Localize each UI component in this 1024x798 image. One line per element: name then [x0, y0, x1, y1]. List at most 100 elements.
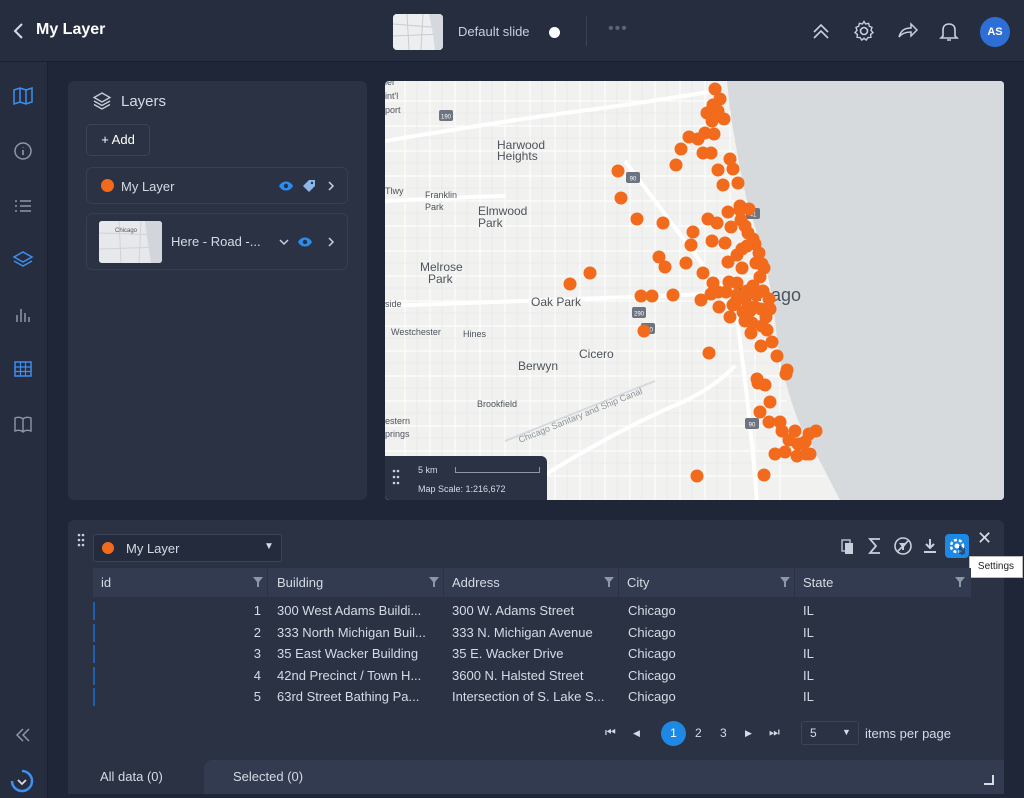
table-row[interactable]: 5 63rd Street Bathing Pa... Intersection o… [93, 686, 971, 708]
page-3-button[interactable]: 3 [720, 726, 727, 740]
column-header-id[interactable]: id [93, 568, 268, 597]
map-point[interactable] [760, 323, 774, 337]
map-point[interactable] [736, 305, 750, 319]
map-point[interactable] [744, 326, 758, 340]
map-point[interactable] [748, 300, 762, 314]
map-point[interactable] [775, 424, 789, 438]
bell-icon[interactable] [937, 19, 961, 43]
tab-all-data[interactable]: All data (0) [68, 760, 204, 794]
map-point[interactable] [726, 298, 740, 312]
map-point[interactable] [634, 289, 648, 303]
copy-icon[interactable] [835, 534, 859, 558]
eye-icon[interactable] [297, 234, 313, 250]
tab-selected[interactable]: Selected (0) [204, 760, 1004, 794]
more-options-icon[interactable]: ••• [608, 20, 628, 37]
map-point[interactable] [762, 415, 776, 429]
map-point[interactable] [757, 468, 771, 482]
previous-page-button[interactable]: ◀ [633, 728, 640, 738]
next-page-button[interactable]: ▶ [745, 728, 752, 738]
map-point[interactable] [669, 158, 683, 172]
map-point[interactable] [679, 256, 693, 270]
map-point[interactable] [768, 447, 782, 461]
map-point[interactable] [751, 376, 765, 390]
slide-thumbnail[interactable] [393, 14, 443, 50]
layer-select-dropdown[interactable]: My Layer ▼ [93, 534, 282, 562]
map-point[interactable] [803, 447, 817, 461]
map-point[interactable] [614, 191, 628, 205]
page-1-button[interactable]: 1 [661, 721, 686, 746]
map-point[interactable] [782, 433, 796, 447]
map-point[interactable] [733, 203, 747, 217]
layers-icon[interactable] [12, 249, 34, 271]
map-point[interactable] [723, 152, 737, 166]
map-point[interactable] [708, 82, 722, 96]
column-header-building[interactable]: Building [269, 568, 444, 597]
map-point[interactable] [691, 132, 705, 146]
first-page-button[interactable]: ⏮ [605, 725, 616, 739]
map-point[interactable] [666, 288, 680, 302]
map-point[interactable] [753, 270, 767, 284]
map-point[interactable] [696, 266, 710, 280]
map-point[interactable] [674, 142, 688, 156]
map-point[interactable] [718, 236, 732, 250]
map-point[interactable] [735, 261, 749, 275]
map-point[interactable] [778, 445, 792, 459]
map-point[interactable] [763, 395, 777, 409]
slide-status-dot[interactable] [549, 27, 560, 38]
resize-handle[interactable] [984, 775, 994, 785]
map-point[interactable] [809, 424, 823, 438]
map-point[interactable] [755, 257, 769, 271]
share-icon[interactable] [895, 19, 919, 43]
layer-item-basemap[interactable]: Chicago Here - Road -... [86, 213, 348, 270]
table-icon[interactable] [12, 358, 34, 380]
map-point[interactable] [658, 260, 672, 274]
map-point[interactable] [704, 146, 718, 160]
map-point[interactable] [702, 346, 716, 360]
map-point[interactable] [763, 302, 777, 316]
map-point[interactable] [690, 469, 704, 483]
drag-handle-icon[interactable] [76, 532, 86, 548]
map-point[interactable] [754, 339, 768, 353]
map-point[interactable] [611, 164, 625, 178]
map-canvas[interactable]: 190904129029090 HarwoodHeightsFranklinPa… [385, 81, 1004, 500]
filter-icon[interactable] [779, 576, 791, 588]
map-point[interactable] [762, 292, 776, 306]
map-point[interactable] [710, 216, 724, 230]
eye-icon[interactable] [278, 178, 294, 194]
map-point[interactable] [726, 162, 740, 176]
list-icon[interactable] [12, 195, 34, 217]
book-icon[interactable] [12, 413, 34, 435]
map-point[interactable] [707, 127, 721, 141]
chevron-right-icon[interactable] [323, 234, 339, 250]
map-point[interactable] [770, 349, 784, 363]
map-point[interactable] [652, 250, 666, 264]
info-icon[interactable] [12, 140, 34, 162]
map-point[interactable] [753, 405, 767, 419]
map-point[interactable] [719, 285, 733, 299]
tag-icon[interactable] [301, 178, 317, 194]
map-point[interactable] [684, 238, 698, 252]
map-point[interactable] [724, 220, 738, 234]
collapse-up-icon[interactable] [809, 19, 833, 43]
back-arrow-icon[interactable] [10, 20, 28, 42]
map-point[interactable] [630, 212, 644, 226]
column-header-address[interactable]: Address [444, 568, 619, 597]
collapse-left-icon[interactable] [12, 724, 34, 746]
map-point[interactable] [731, 176, 745, 190]
last-page-button[interactable]: ⏭ [769, 725, 780, 739]
map-icon[interactable] [12, 85, 34, 107]
table-row[interactable]: 1 300 West Adams Buildi... 300 W. Adams St… [93, 600, 971, 622]
map-point[interactable] [563, 277, 577, 291]
map-point[interactable] [712, 300, 726, 314]
map-point[interactable] [716, 178, 730, 192]
page-2-button[interactable]: 2 [695, 726, 702, 740]
map-point[interactable] [798, 435, 812, 449]
map-point[interactable] [730, 276, 744, 290]
map-point[interactable] [637, 324, 651, 338]
map-point[interactable] [705, 234, 719, 248]
map-point[interactable] [735, 242, 749, 256]
download-icon[interactable] [918, 534, 942, 558]
filter-icon[interactable] [954, 576, 966, 588]
map-point[interactable] [583, 266, 597, 280]
table-row[interactable]: 3 35 East Wacker Building 35 E. Wacker Dri… [93, 643, 971, 665]
